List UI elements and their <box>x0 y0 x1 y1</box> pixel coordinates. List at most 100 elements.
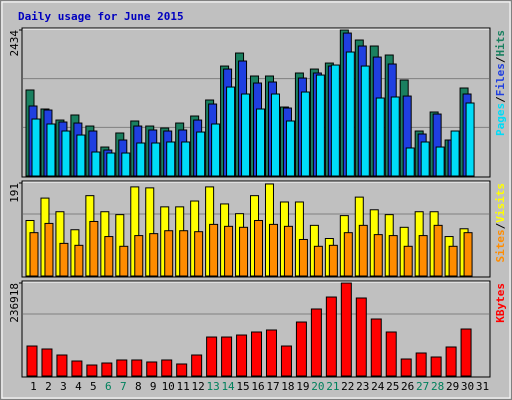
y-tick-label: 191 <box>8 183 21 203</box>
bar <box>370 318 382 377</box>
x-tick-label: 30 <box>461 380 474 393</box>
bar <box>29 232 39 277</box>
bar <box>61 130 71 177</box>
bar <box>194 231 204 277</box>
x-tick-label: 31 <box>476 380 489 393</box>
bar <box>405 147 415 177</box>
bar <box>116 359 128 377</box>
bar <box>330 64 340 177</box>
x-tick-label: 20 <box>311 380 324 393</box>
bar <box>418 235 428 277</box>
x-tick-label: 22 <box>341 380 354 393</box>
bar <box>46 123 56 177</box>
x-tick-label: 26 <box>401 380 414 393</box>
legend-entry: Hits <box>494 30 507 57</box>
bar <box>181 141 191 177</box>
x-tick-label: 29 <box>446 380 459 393</box>
legend-entry: Sites <box>494 229 507 262</box>
x-tick-label: 5 <box>90 380 97 393</box>
bar <box>106 152 116 177</box>
bar <box>149 233 159 277</box>
bar <box>463 232 473 277</box>
bar <box>119 245 129 277</box>
x-tick-label: 4 <box>75 380 82 393</box>
bar <box>385 331 397 377</box>
bar <box>415 352 427 377</box>
bar <box>251 331 263 377</box>
bar <box>403 245 413 277</box>
bar <box>300 91 310 177</box>
bar <box>430 356 442 377</box>
bar <box>121 152 131 177</box>
bar <box>433 224 443 277</box>
x-tick-label: 19 <box>296 380 309 393</box>
bar <box>71 360 83 377</box>
bar <box>166 141 176 177</box>
x-tick-label: 16 <box>251 380 264 393</box>
x-tick-label: 18 <box>281 380 294 393</box>
bar <box>373 234 383 277</box>
x-tick-label: 8 <box>135 380 142 393</box>
bar <box>221 336 233 377</box>
bar <box>26 345 38 377</box>
bar <box>448 245 458 277</box>
bar <box>310 308 322 377</box>
bar <box>460 328 472 377</box>
x-tick-label: 9 <box>150 380 157 393</box>
bar <box>31 118 41 177</box>
bar <box>226 86 236 177</box>
bar <box>400 358 412 377</box>
bar <box>134 235 144 277</box>
bar <box>295 321 307 377</box>
bar <box>191 354 203 377</box>
x-tick-label: 27 <box>416 380 429 393</box>
bar <box>151 142 161 177</box>
bar <box>211 123 221 177</box>
bar <box>101 362 113 377</box>
bar <box>345 51 355 177</box>
x-tick-label: 1 <box>30 380 37 393</box>
bar <box>136 142 146 177</box>
bar <box>59 242 69 277</box>
legend: Pages/Files/Hits <box>494 30 507 136</box>
bar <box>89 220 99 277</box>
bar <box>450 130 460 177</box>
bar <box>256 108 266 177</box>
bar <box>268 223 278 277</box>
y-tick-label: 2434 <box>8 30 21 57</box>
bar <box>176 363 188 377</box>
legend-entry: Pages <box>494 103 507 136</box>
bar <box>86 364 98 377</box>
bar <box>74 244 84 277</box>
bar <box>435 146 445 177</box>
x-tick-label: 25 <box>386 380 399 393</box>
bar <box>254 219 264 277</box>
bar <box>236 334 248 377</box>
bar <box>91 151 101 177</box>
bar <box>358 224 368 277</box>
x-tick-label: 12 <box>192 380 205 393</box>
bar <box>161 359 173 377</box>
bar <box>241 93 251 177</box>
x-tick-label: 17 <box>266 380 279 393</box>
x-tick-label: 15 <box>236 380 249 393</box>
bar <box>343 232 353 277</box>
legend: KBytes <box>494 283 507 323</box>
bar <box>270 93 280 177</box>
x-tick-label: 23 <box>356 380 369 393</box>
chart-title: Daily usage for June 2015 <box>18 10 184 23</box>
bar <box>375 97 385 177</box>
x-tick-label: 21 <box>326 380 339 393</box>
x-tick-label: 10 <box>162 380 175 393</box>
x-tick-label: 3 <box>60 380 67 393</box>
bar <box>298 238 308 277</box>
bar <box>131 359 143 377</box>
x-tick-label: 13 <box>206 380 219 393</box>
bar <box>360 65 370 177</box>
bar <box>56 354 68 377</box>
bar <box>280 345 292 377</box>
x-tick-label: 14 <box>221 380 235 393</box>
